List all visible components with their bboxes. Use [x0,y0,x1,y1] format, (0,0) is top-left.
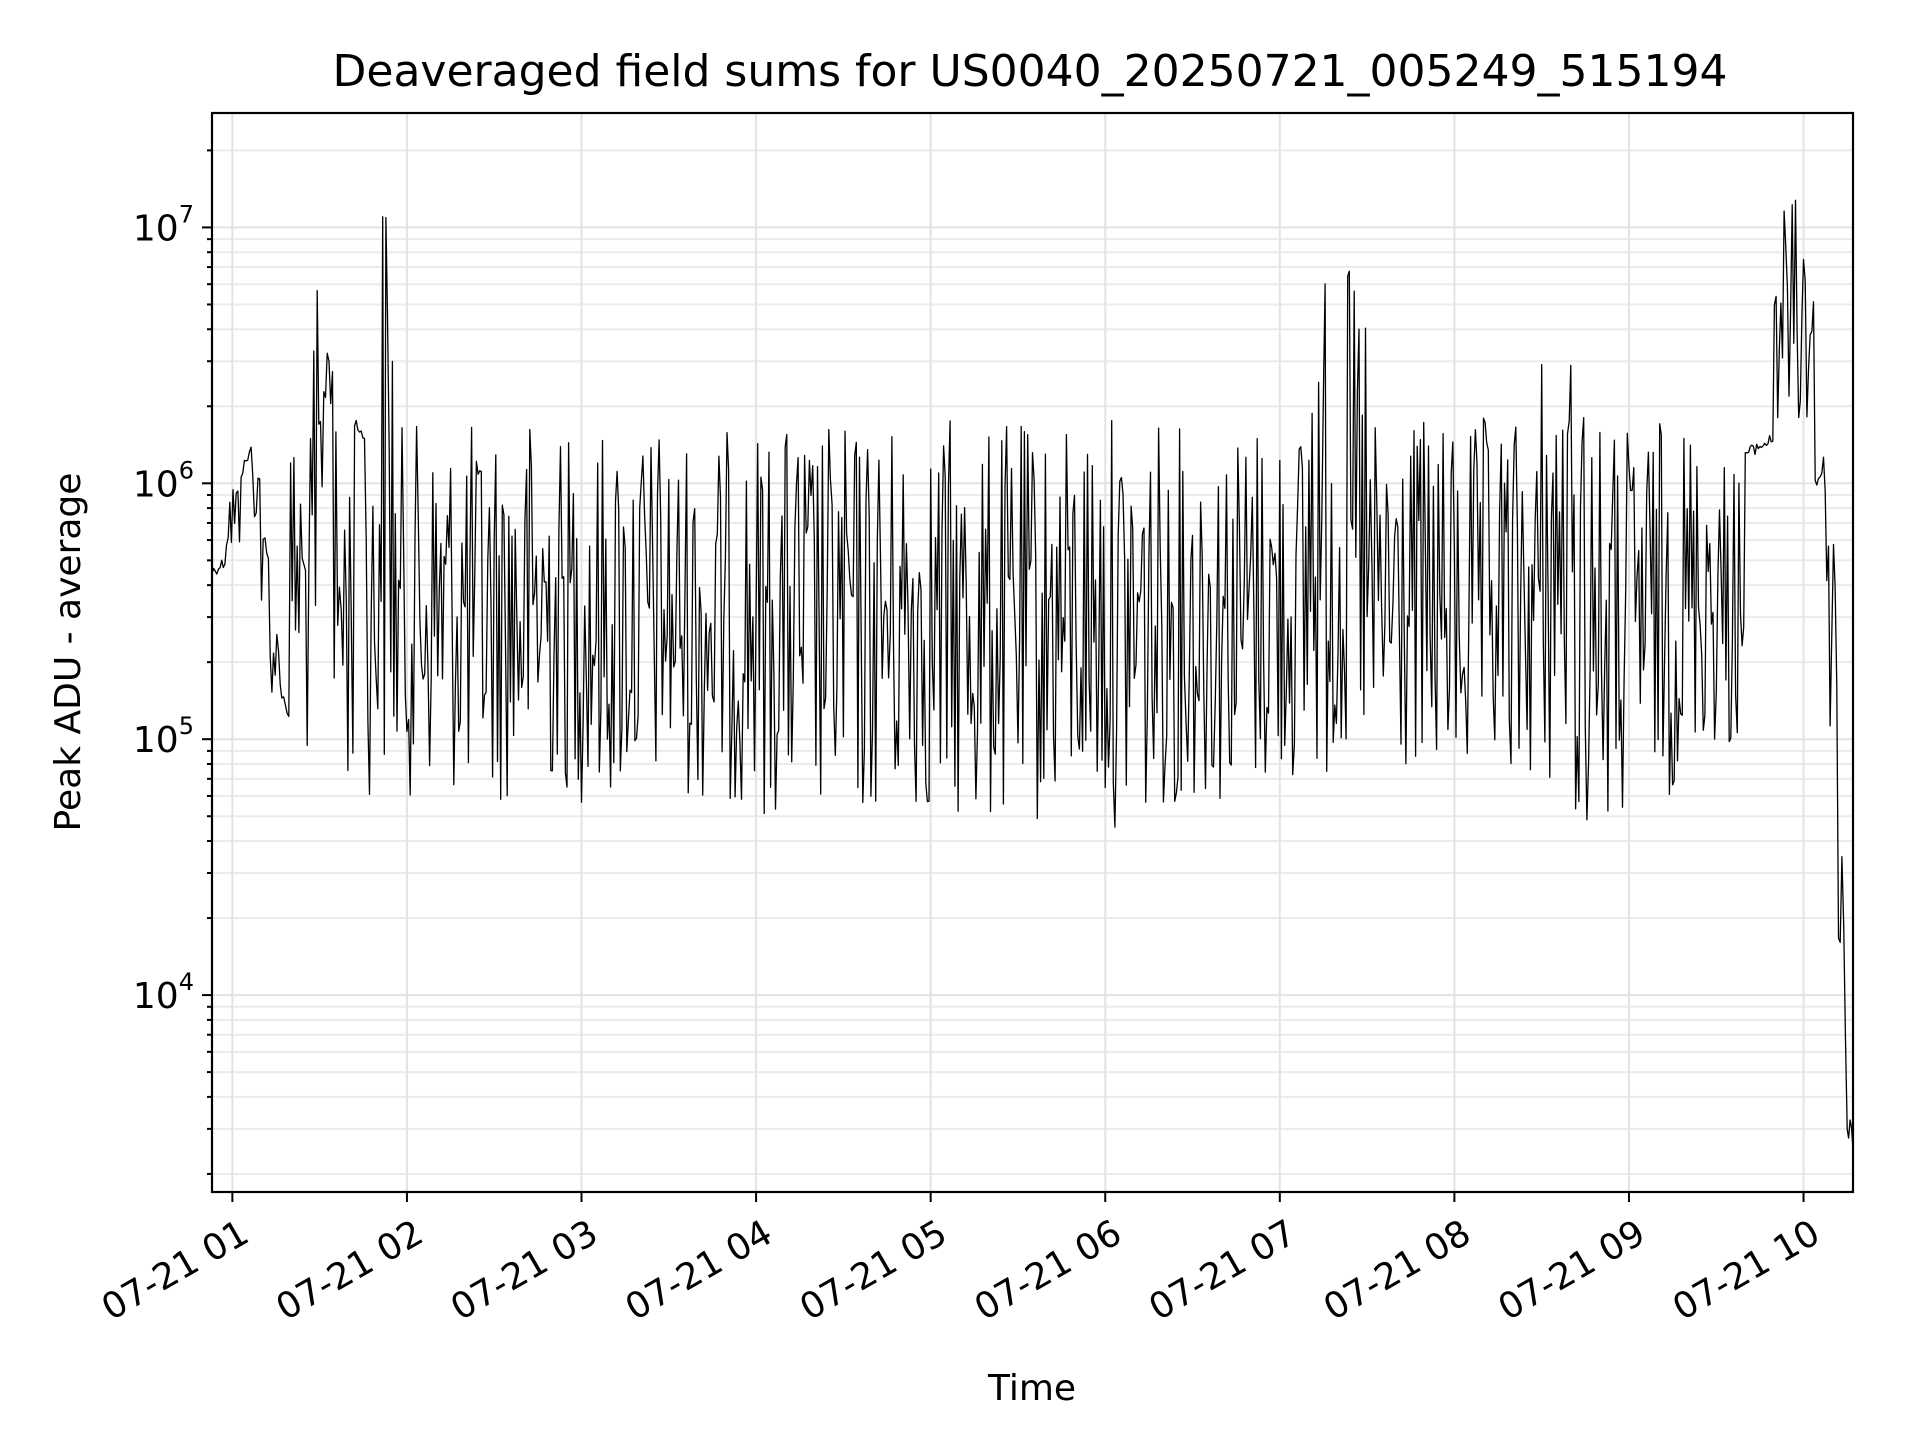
y-tick-exponent: 4 [179,968,194,996]
y-tick-exponent: 5 [179,712,194,740]
series-line [212,199,1853,1150]
y-tick-label: 106 [133,456,194,505]
plot-frame [210,111,1855,1194]
chart-title: Deaveraged field sums for US0040_2025072… [333,46,1728,97]
y-tick-base: 10 [133,464,179,505]
series-layer [212,199,1853,1150]
y-tick-label: 107 [133,200,194,249]
y-tick-exponent: 7 [179,200,194,228]
x-axis-label: Time [987,1368,1076,1409]
y-tick-label: 105 [133,712,194,761]
y-axis-label: Peak ADU - average [48,473,89,832]
y-tick-label: 104 [133,968,194,1017]
y-tick-base: 10 [133,208,179,249]
y-tick-base: 10 [133,720,179,761]
y-tick-exponent: 6 [179,456,194,484]
ticks [202,149,1805,1202]
y-tick-base: 10 [133,976,179,1017]
